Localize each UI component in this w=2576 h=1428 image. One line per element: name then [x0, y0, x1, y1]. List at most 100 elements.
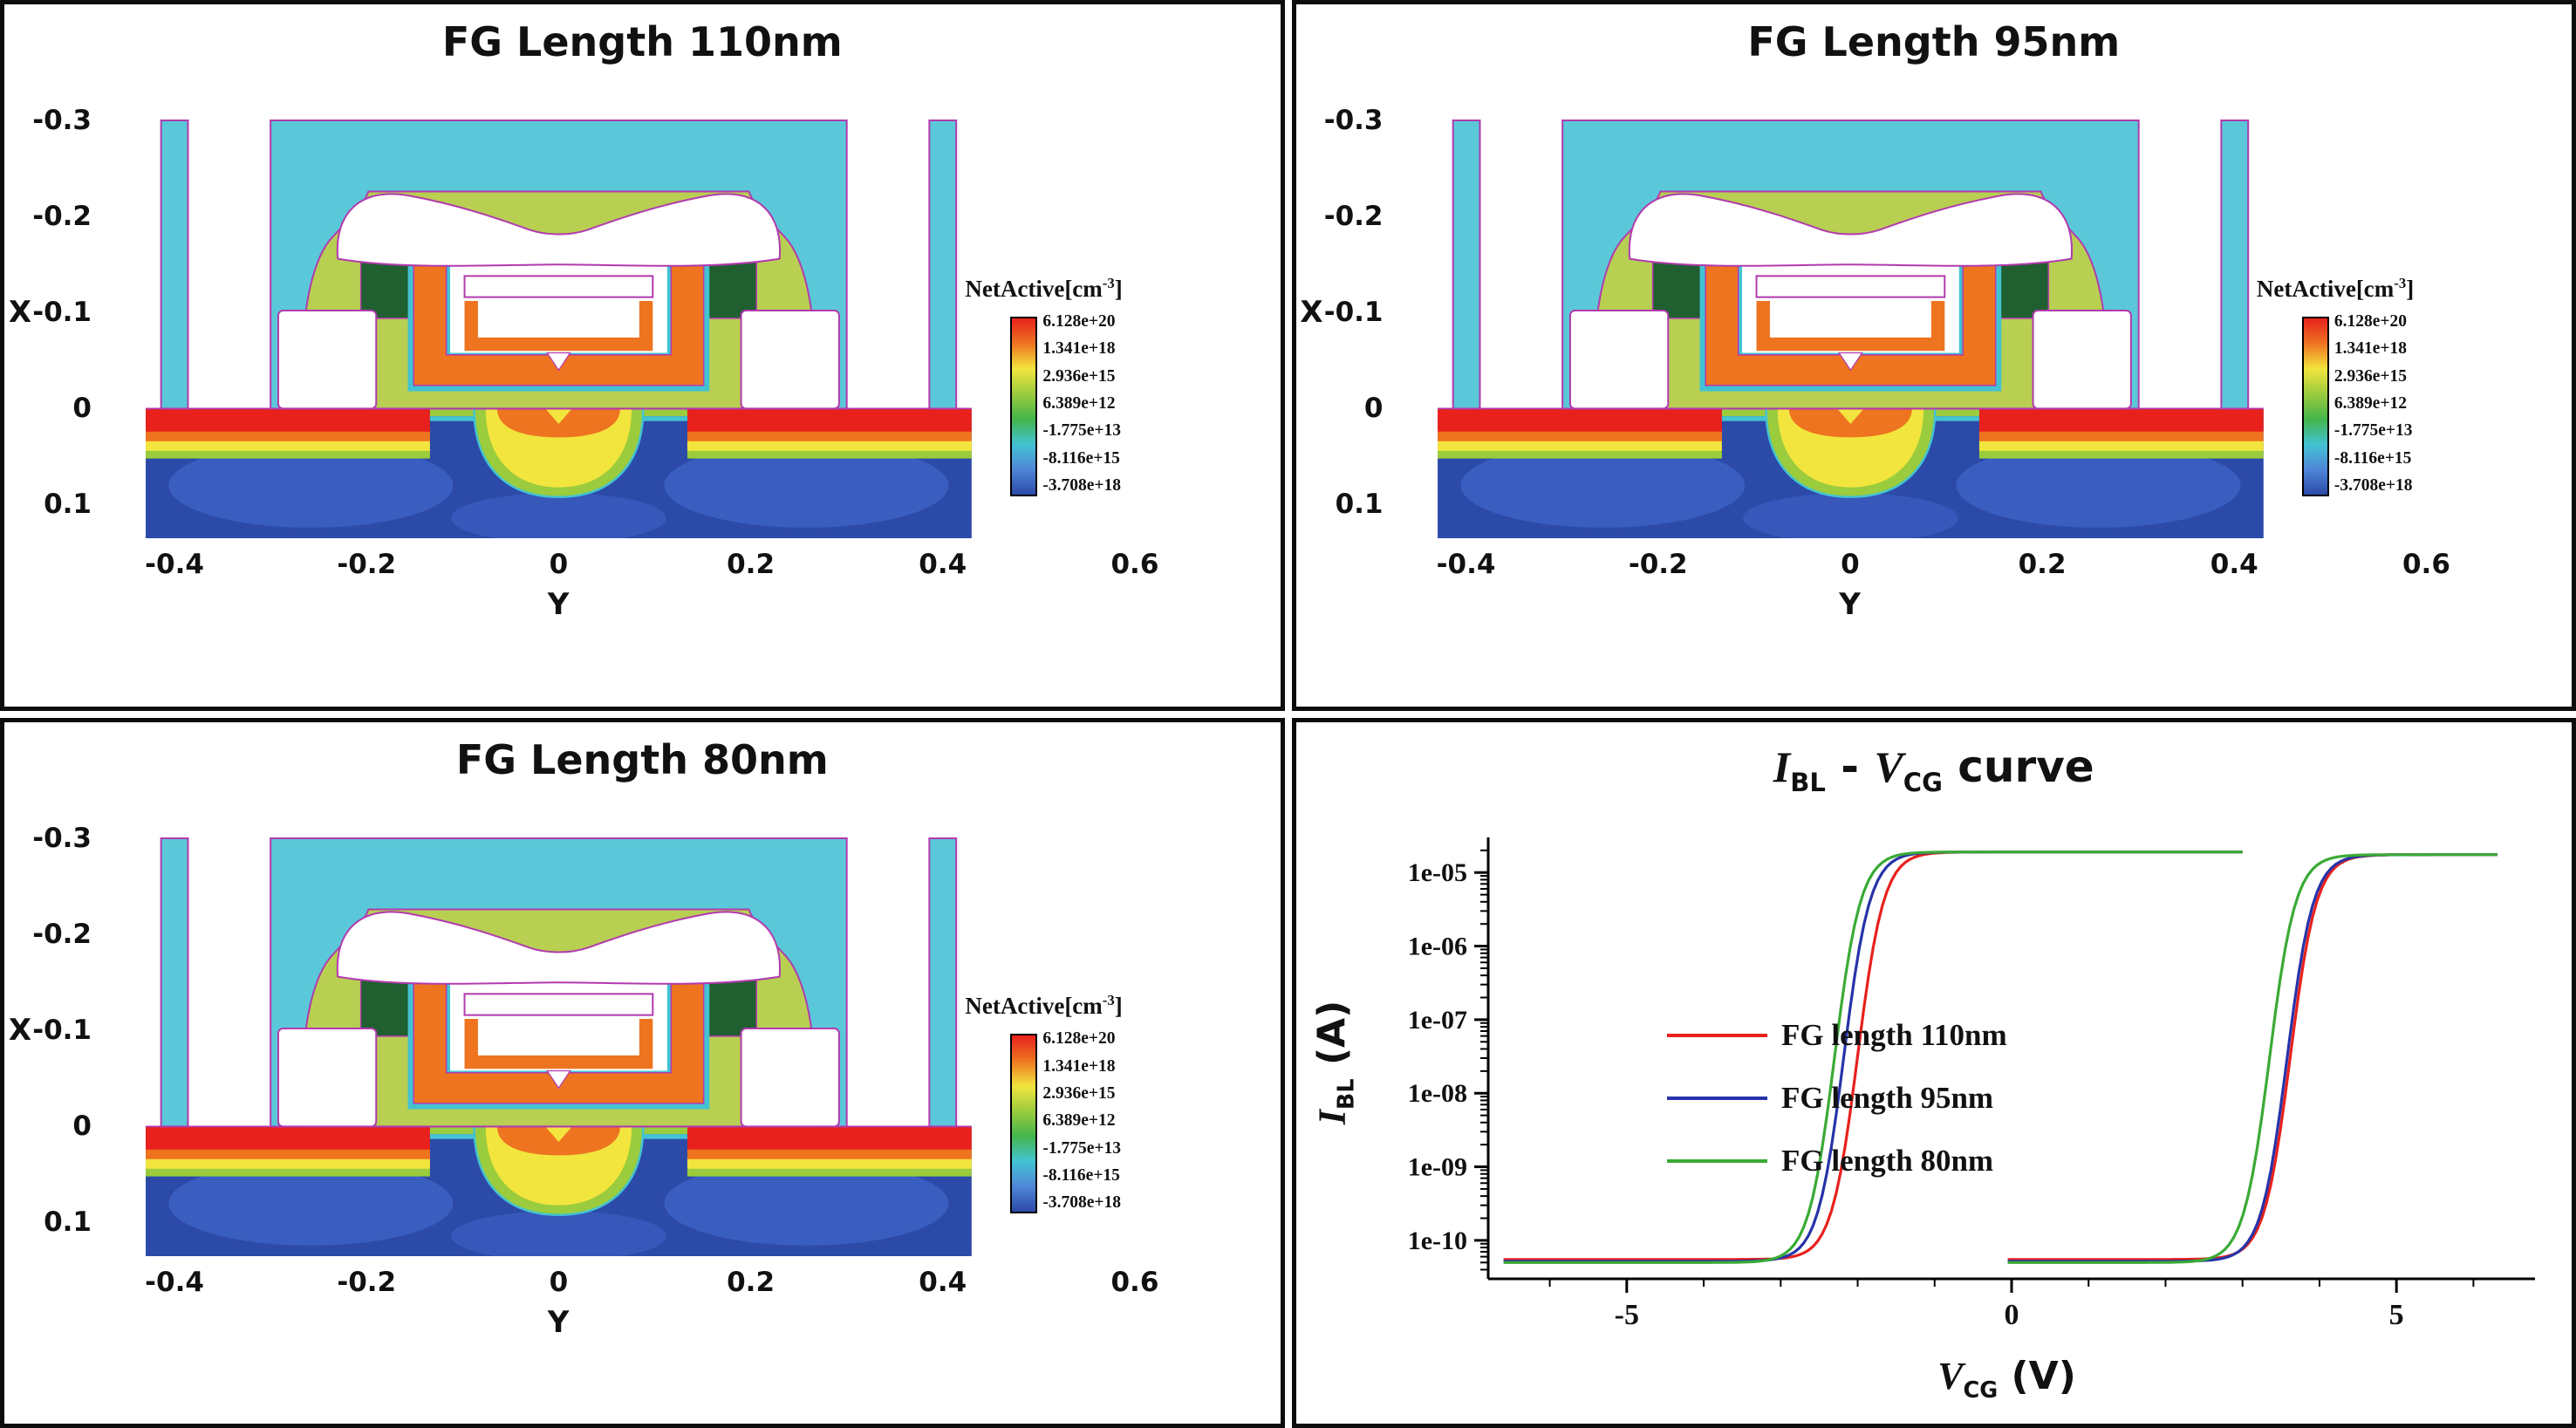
- y-tick-label: 1e-09: [1407, 1152, 1466, 1181]
- contact-voids: [1569, 311, 2130, 408]
- device-structure-svg: [107, 92, 972, 538]
- y-tick-label: -0.1: [32, 297, 92, 329]
- wordline-cap: [338, 912, 780, 984]
- horizontal-axis-label: Y: [547, 587, 570, 622]
- colorbar-tick-label: -1.775e+13: [2333, 421, 2413, 441]
- x-tick-label: -0.2: [1628, 549, 1688, 580]
- vertical-axis-label: X: [8, 295, 32, 331]
- y-tick-label: 0.1: [44, 1206, 92, 1238]
- colorbar-gradient: [1010, 316, 1038, 496]
- colorbar-label: NetActive[cm-3]: [965, 992, 1123, 1020]
- y-tick-label: 0.1: [44, 489, 92, 521]
- colorbar-label: NetActive[cm-3]: [2256, 274, 2415, 302]
- x-tick-label: -0.4: [145, 1266, 204, 1298]
- x-tick-label: 0.4: [2210, 549, 2258, 580]
- x-tick-label: 0.6: [2402, 549, 2450, 580]
- panel-title: FG Length 80nm: [455, 735, 829, 783]
- curve-fg-length-110nm-erased: [1503, 850, 2243, 1261]
- x-tick-label: -0.4: [1436, 549, 1496, 580]
- colorbar: NetActive[cm-3] 6.128e+20 1.341e+18 2.936e…: [965, 275, 1202, 519]
- x-tick-label: 0: [549, 1266, 569, 1298]
- y-tick-label: -0.3: [1323, 105, 1384, 137]
- x-tick-label: 5: [2388, 1299, 2403, 1331]
- vertical-axis-label: X: [1300, 295, 1323, 331]
- colorbar-tick-label: -1.775e+13: [1042, 1138, 1122, 1158]
- x-tick-label: 0.6: [1110, 549, 1159, 580]
- y-tick-label: 1e-07: [1407, 1005, 1466, 1034]
- wordline-cap: [338, 194, 780, 266]
- channel-junction: [429, 1126, 687, 1214]
- contact-voids: [278, 1028, 839, 1126]
- panel-fg-80nm: FG Length 80nm: [0, 717, 1285, 1428]
- source-drain-doping: [1437, 408, 2264, 459]
- chart-title: IBL - VCG curve: [1773, 741, 2094, 797]
- curve-fg-length-80nm-programmed: [2007, 852, 2497, 1264]
- colorbar-tick-label: -8.116e+15: [1042, 1166, 1120, 1185]
- device-cross-section-plot: NetActive[cm-3] 6.128e+20 1.341e+18 2.936e…: [1300, 92, 2494, 622]
- horizontal-axis-label: Y: [547, 1304, 570, 1340]
- floating-gate-stack: [465, 276, 653, 370]
- x-tick-label: 0.4: [919, 1266, 967, 1298]
- panel-ibl-vcg-curve: IBL - VCG curve IBL (A) -5 0 5 1e-05 1e-06 1e…: [1291, 717, 2576, 1428]
- vertical-axis-label: X: [8, 1012, 32, 1048]
- curve-fg-length-80nm-erased: [1503, 850, 2243, 1264]
- x-tick-label: 0.2: [727, 549, 776, 580]
- y-tick-label: -0.3: [32, 105, 92, 137]
- curve-fg-length-110nm-programmed: [2007, 852, 2497, 1261]
- y-tick-label: -0.1: [32, 1014, 92, 1046]
- colorbar-tick-label: 1.341e+18: [2333, 339, 2408, 359]
- colorbar-tick-label: -3.708e+18: [2333, 475, 2413, 495]
- colorbar-tick-label: 6.389e+12: [1042, 393, 1116, 413]
- x-tick-label: 0.6: [1110, 1266, 1159, 1298]
- y-tick-label: 0: [72, 1110, 92, 1142]
- y-tick-label: -0.3: [32, 822, 92, 854]
- contact-voids: [278, 311, 839, 408]
- colorbar-tick-label: -8.116e+15: [2333, 448, 2412, 468]
- x-tick-label: 0: [1841, 549, 1860, 580]
- channel-junction: [1721, 408, 1979, 496]
- colorbar: NetActive[cm-3] 6.128e+20 1.341e+18 2.936e…: [2257, 275, 2494, 519]
- gate-stack: [1699, 249, 2001, 392]
- legend-label: FG length 110nm: [1781, 1018, 2007, 1052]
- colorbar-tick-label: -8.116e+15: [1042, 448, 1120, 468]
- colorbar-tick-label: -1.775e+13: [1042, 421, 1122, 441]
- x-tick-label: 0: [2004, 1299, 2019, 1331]
- colorbar-tick-label: -3.708e+18: [1042, 1193, 1122, 1213]
- curve-fg-length-95nm-erased: [1503, 850, 2243, 1262]
- source-drain-doping: [146, 1125, 972, 1177]
- colorbar-tick-label: 6.128e+20: [2333, 311, 2408, 331]
- channel-junction: [429, 408, 687, 496]
- colorbar-ticks: 6.128e+20 1.341e+18 2.936e+15 6.389e+12 -1.7…: [1042, 312, 1191, 495]
- colorbar-tick-label: 1.341e+18: [1042, 339, 1116, 359]
- colorbar-tick-label: 6.128e+20: [1042, 311, 1116, 331]
- x-axis-label: VCG (V): [1937, 1353, 2076, 1404]
- colorbar: NetActive[cm-3] 6.128e+20 1.341e+18 2.936e…: [965, 992, 1202, 1236]
- iv-chart-svg: -5 0 5 1e-05 1e-06 1e-07 1e-08 1e-09 1e-10 FG len…: [1407, 837, 2535, 1331]
- x-tick-label: -5: [1614, 1299, 1638, 1331]
- x-tick-label: -0.2: [337, 549, 397, 580]
- legend-label: FG length 95nm: [1781, 1081, 1993, 1115]
- curve-fg-length-95nm-programmed: [2007, 852, 2497, 1262]
- y-axis-label: IBL (A): [1309, 1000, 1359, 1124]
- wordline-cap: [1629, 194, 2071, 266]
- colorbar-tick-label: 1.341e+18: [1042, 1056, 1116, 1076]
- y-tick-label: 0.1: [1335, 489, 1384, 521]
- y-tick-label: 1e-10: [1407, 1226, 1466, 1254]
- x-tick-label: 0.4: [919, 549, 967, 580]
- y-tick-label: -0.1: [1323, 297, 1384, 329]
- y-tick-label: -0.2: [1323, 201, 1384, 233]
- isolation-columns: [1452, 120, 2248, 408]
- y-tick-label: -0.2: [32, 201, 92, 233]
- colorbar-label: NetActive[cm-3]: [965, 274, 1123, 302]
- legend-label: FG length 80nm: [1781, 1144, 1993, 1178]
- x-tick-label: -0.2: [337, 1266, 397, 1298]
- horizontal-axis-label: Y: [1839, 587, 1861, 622]
- colorbar-tick-label: 2.936e+15: [1042, 366, 1116, 386]
- x-tick-label: -0.4: [145, 549, 204, 580]
- device-structure-svg: [107, 810, 972, 1256]
- y-tick-label: 1e-06: [1407, 932, 1466, 960]
- panel-fg-110nm: FG Length 110nm: [0, 0, 1285, 711]
- colorbar-ticks: 6.128e+20 1.341e+18 2.936e+15 6.389e+12 -1.7…: [2333, 312, 2483, 495]
- colorbar-tick-label: 6.128e+20: [1042, 1029, 1116, 1049]
